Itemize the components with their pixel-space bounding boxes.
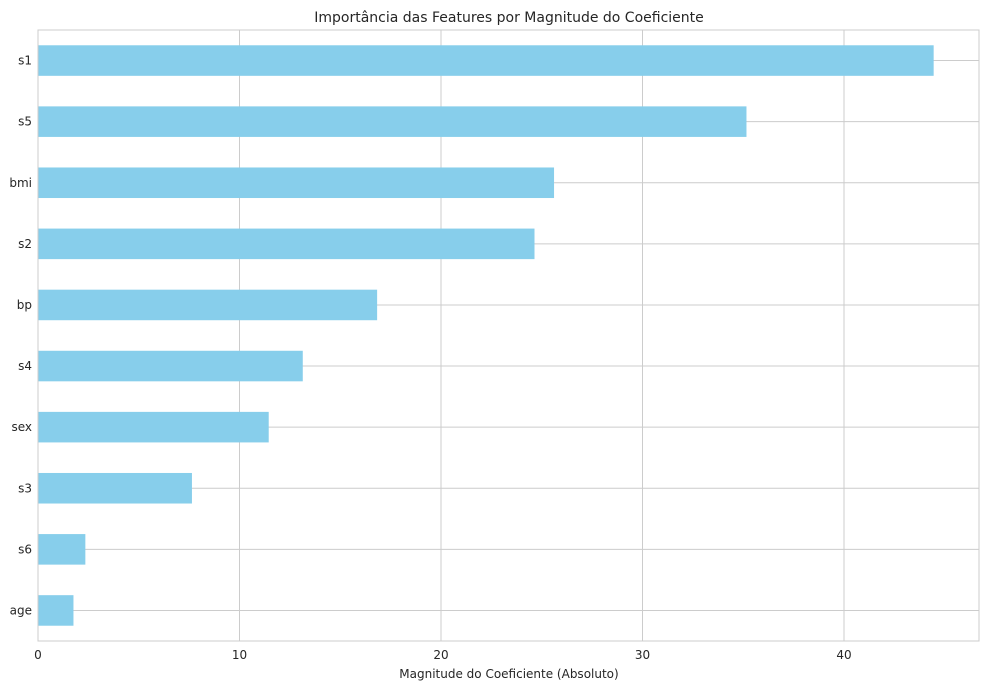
y-tick-label: s5 [18,115,32,129]
bar-s5 [38,106,747,137]
bars [38,45,934,626]
y-tick-label: s3 [18,481,32,495]
bar-s1 [38,45,934,76]
bar-bp [38,289,378,321]
bar-bmi [38,167,555,199]
x-tick-label: 40 [836,648,851,662]
y-tick-label: s2 [18,237,32,251]
y-tick-label: sex [11,420,32,434]
y-tick-label: s4 [18,359,32,373]
x-tick-label: 0 [34,648,42,662]
y-tick-label: s1 [18,54,32,68]
plot-frame [37,29,980,642]
x-tick-label: 20 [433,648,448,662]
bar-s4 [38,350,303,382]
y-tick-labels: s1 s5 bmi s2 bp s4 sex s3 s6 age [9,54,32,618]
y-tick-label: age [10,603,32,617]
bar-age [38,595,74,626]
bar-s3 [38,472,192,504]
y-tick-label: s6 [18,542,32,556]
bar-sex [38,411,269,443]
y-tick-label: bp [17,298,32,312]
x-tick-labels: 0 10 20 30 40 [34,648,851,662]
x-tick-label: 10 [232,648,247,662]
bar-s2 [38,228,535,260]
y-tick-label: bmi [9,176,32,190]
x-tick-label: 30 [635,648,650,662]
x-axis-label: Magnitude do Coeficiente (Absoluto) [399,667,618,681]
bar-s6 [38,534,86,565]
chart-title: Importância das Features por Magnitude d… [314,10,704,26]
